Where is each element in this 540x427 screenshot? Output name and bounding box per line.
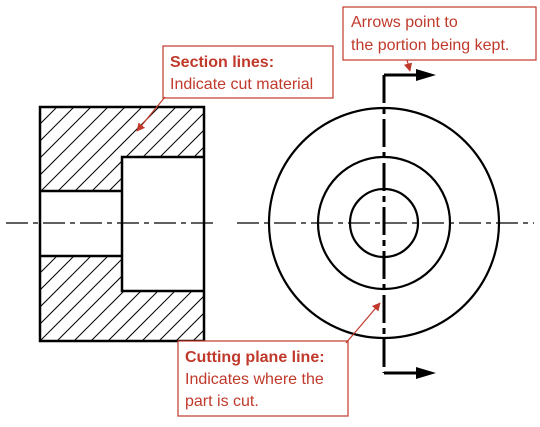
hatch-line [40,107,58,191]
callout-cutting-plane-title: Cutting plane line: [185,349,325,366]
cutting-plane-arrow-top [384,69,436,81]
hatch-line [142,107,204,191]
hatch-line [40,107,126,191]
hatch-line [40,256,92,341]
hatch-line [279,107,363,191]
section-hatch-lower [40,256,363,341]
callout-section-lines-text: Indicate cut material [170,76,313,93]
callout-arrows-box [342,6,537,61]
hatch-line [90,256,177,341]
hatch-line [193,107,204,191]
hatch-line [40,256,126,341]
front-view [237,69,534,379]
section-view [6,105,363,343]
hatch-line [40,256,41,341]
hatch-line [175,256,204,341]
hatch-line [228,107,312,191]
callout-cutting-plane: Cutting plane line: Indicates where the … [177,302,381,417]
hatch-line [192,256,204,341]
cutting-plane-arrow-bottom [384,367,436,379]
section-hatch-upper [40,107,363,191]
callout-section-lines-leader [136,96,166,132]
callout-arrows-line2: the portion being kept. [351,37,509,54]
callout-arrows: Arrows point to the portion being kept. [342,6,537,72]
hatch-line [158,256,204,341]
callout-section-lines-title: Section lines: [170,54,274,71]
hatch-line [278,256,363,341]
hatch-line [56,256,143,341]
callout-section-lines: Section lines: Indicate cut material [136,45,334,132]
hatch-line [40,107,41,191]
hatch-line [227,256,312,341]
hatch-line [125,107,204,191]
callout-cutting-plane-line2: part is cut. [185,393,259,410]
callout-cutting-plane-box [177,340,349,417]
callout-arrows-leader [403,59,413,72]
hatch-line [40,256,75,341]
hatch-line [91,107,177,191]
hatch-line [124,256,204,341]
callout-cutting-plane-line1: Indicates where the [185,371,324,388]
hatch-line [176,107,204,191]
bore-outline [40,155,204,293]
hatch-line [159,107,204,191]
hatch-line [245,107,329,191]
hatch-line [40,107,109,191]
hatch-line [244,256,329,341]
hatch-line [57,107,143,191]
hatch-line [40,107,92,191]
callout-cutting-plane-leader [345,302,381,344]
hatch-line [40,256,109,341]
hatch-line [210,256,295,341]
hatch-line [211,107,295,191]
callout-section-lines-box [162,45,334,99]
hatch-line [261,256,346,341]
callout-arrows-line1: Arrows point to [351,14,458,31]
hatch-line [141,256,204,341]
hatch-line [40,256,58,341]
hatch-line [73,256,160,341]
hatch-line [40,107,75,191]
